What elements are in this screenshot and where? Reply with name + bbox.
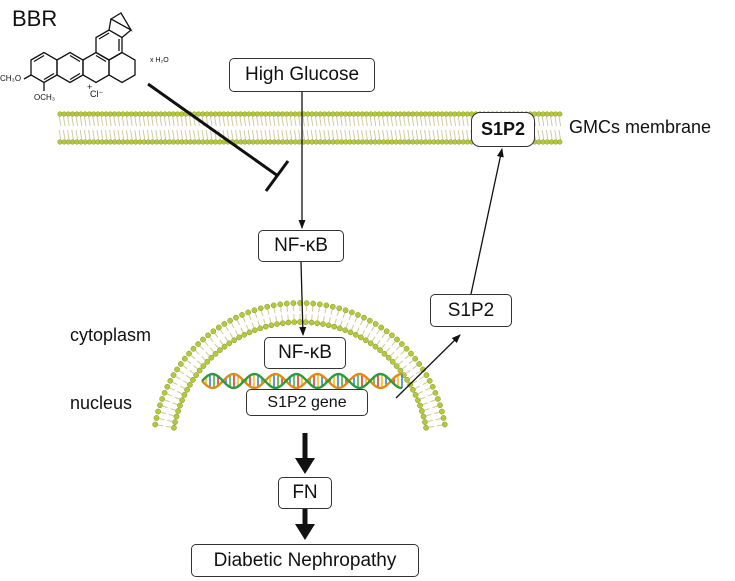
nfkb-cytoplasm-node: NF-κB xyxy=(258,230,344,262)
high-glucose-node: High Glucose xyxy=(229,58,375,92)
s1p2-cytoplasm-node: S1P2 xyxy=(430,294,512,327)
bbr-chemical-structure xyxy=(23,12,290,192)
nucleus-label: nucleus xyxy=(70,393,133,413)
diabetic-nephropathy-node: Diabetic Nephropathy xyxy=(191,544,419,577)
nfkb-nucleus-node: NF-κB xyxy=(264,337,346,369)
gmcs-membrane-bilayer xyxy=(57,111,563,145)
cytoplasm-label: cytoplasm xyxy=(70,325,152,345)
s1p2-gene-node: S1P2 gene xyxy=(246,389,368,416)
bbr-label: BBR xyxy=(12,6,58,31)
membrane-label: GMCs membrane xyxy=(569,117,712,137)
hydrate-label: x H₂O xyxy=(150,57,169,64)
fn-node: FN xyxy=(278,477,332,509)
s1p2-membrane-receptor-node: S1P2 xyxy=(471,112,535,147)
chloride-ion-label: Cl⁻ xyxy=(90,89,104,99)
flow-arrows xyxy=(295,92,504,540)
methoxy-label-bottom: OCH₃ xyxy=(34,93,56,102)
nuclear-envelope xyxy=(152,300,448,431)
dna-helix xyxy=(201,372,403,390)
methoxy-label-top: CH₃O xyxy=(0,74,22,83)
positive-charge-label: + xyxy=(87,82,93,92)
